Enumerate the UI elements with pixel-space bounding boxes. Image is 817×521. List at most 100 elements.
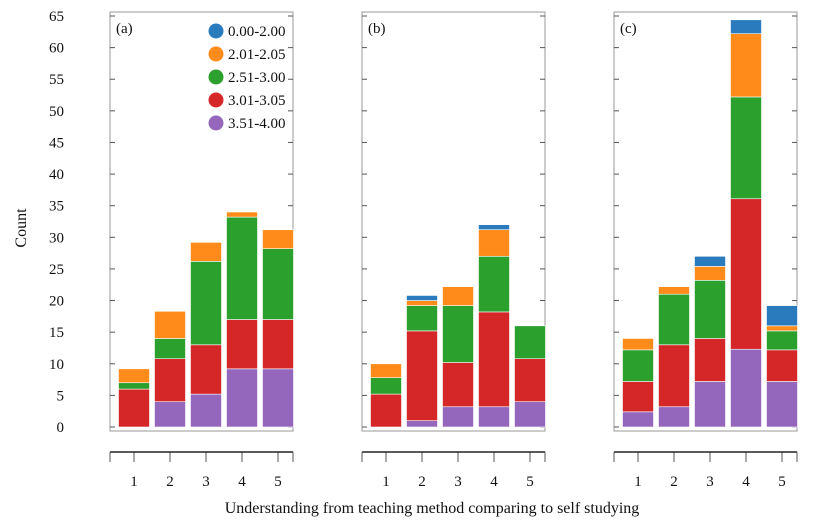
y-tick-label: 25 (49, 262, 64, 278)
bar-segment (622, 411, 654, 428)
panel-label: (b) (368, 21, 386, 37)
x-tick-label: 5 (526, 474, 534, 490)
bar-segment (694, 266, 726, 281)
x-tick-label: 4 (742, 474, 750, 490)
panel-3: (c) 1 2 3 4 5 (613, 11, 798, 490)
x-tick-label: 3 (706, 474, 714, 490)
bar-segment (190, 261, 222, 346)
y-tick-label: 20 (49, 294, 64, 310)
panel-frame (613, 11, 798, 432)
y-tick-label: 55 (49, 72, 64, 88)
bar-segment (406, 420, 438, 428)
bar-segment (478, 229, 510, 257)
bar-segment (730, 198, 762, 350)
legend-label: 3.51-4.00 (228, 116, 286, 132)
bar-segment (370, 363, 402, 378)
bar-segment (694, 280, 726, 339)
y-tick-label: 10 (49, 357, 64, 373)
legend: 0.00-2.00 2.01-2.05 2.51-3.00 3.01-3.05 3.51… (208, 23, 286, 132)
bar-segment (262, 319, 294, 370)
y-tick-label: 15 (49, 325, 64, 341)
bar-segment (694, 255, 726, 267)
bar-segment (658, 344, 690, 408)
legend-swatch (208, 23, 224, 39)
panel-frame (109, 11, 294, 432)
bar-segment (514, 401, 546, 428)
x-tick-label: 2 (670, 474, 678, 490)
y-tick-label: 60 (49, 41, 64, 57)
bar-segment (118, 382, 150, 390)
x-tick-label: 3 (202, 474, 210, 490)
x-tick-label: 4 (490, 474, 498, 490)
x-tick-label: 1 (130, 474, 138, 490)
bar-segment (118, 388, 150, 428)
y-tick-label: 40 (49, 167, 64, 183)
x-axis-title: Understanding from teaching method compa… (225, 500, 640, 517)
y-tick-label: 50 (49, 104, 64, 120)
legend-label: 2.01-2.05 (228, 47, 286, 63)
legend-swatch (208, 92, 224, 108)
bar-segment (478, 311, 510, 408)
y-tick-label: 0 (57, 420, 65, 436)
bar-segment (262, 368, 294, 428)
legend-swatch (208, 115, 224, 131)
bar-segment (370, 393, 402, 428)
bar-segment (622, 338, 654, 351)
bar-segment (190, 344, 222, 395)
bar-segment (226, 319, 258, 370)
x-tick-label: 1 (634, 474, 642, 490)
x-tick-label: 1 (382, 474, 390, 490)
bar-segment (658, 293, 690, 346)
legend-swatch (208, 69, 224, 85)
bar-segment (442, 286, 474, 306)
bar-segment (442, 406, 474, 428)
bar-segment (622, 349, 654, 382)
y-tick-label: 5 (57, 388, 65, 404)
bar-segment (766, 330, 798, 351)
bar-segment (406, 295, 438, 301)
bar-segment (262, 229, 294, 249)
bar-segment (226, 211, 258, 218)
x-tick-label: 2 (418, 474, 426, 490)
x-tick-label: 2 (166, 474, 174, 490)
legend-label: 2.51-3.00 (228, 70, 286, 86)
bar-segment (730, 348, 762, 428)
y-axis-title: Count (13, 208, 30, 248)
bar-segment (154, 338, 186, 360)
bar-segment (154, 401, 186, 428)
bar-segment (658, 406, 690, 428)
bar-segment (226, 216, 258, 320)
bar-segment (514, 325, 546, 360)
panel-label: (c) (620, 21, 637, 37)
y-tick-label: 35 (49, 199, 64, 215)
bar-segment (406, 330, 438, 421)
bar-segment (730, 96, 762, 200)
bar-segment (478, 255, 510, 313)
bar-segment (406, 305, 438, 332)
bar-segment (442, 362, 474, 408)
bar-segment (262, 248, 294, 320)
panel-2: (b) 1 2 3 4 5 (361, 11, 546, 490)
bar-segment (226, 368, 258, 428)
bar-segment (190, 242, 222, 262)
bar-segment (514, 358, 546, 403)
bar-segment (118, 368, 150, 384)
bar-segment (766, 325, 798, 332)
panel-frame (361, 11, 546, 432)
bar-segment (478, 406, 510, 428)
panel-1: (a) 1 2 3 4 5 (109, 11, 294, 490)
bar-segment (154, 358, 186, 403)
bar-segment (766, 305, 798, 327)
bar-segment (766, 381, 798, 428)
bar-segment (190, 393, 222, 428)
bar-segment (370, 377, 402, 395)
y-tick-label: 65 (49, 9, 64, 25)
x-tick-label: 5 (778, 474, 786, 490)
bar-segment (766, 349, 798, 382)
bar-segment (478, 224, 510, 231)
bar-segment (154, 310, 186, 339)
x-tick-label: 3 (454, 474, 462, 490)
bar-segment (442, 305, 474, 363)
